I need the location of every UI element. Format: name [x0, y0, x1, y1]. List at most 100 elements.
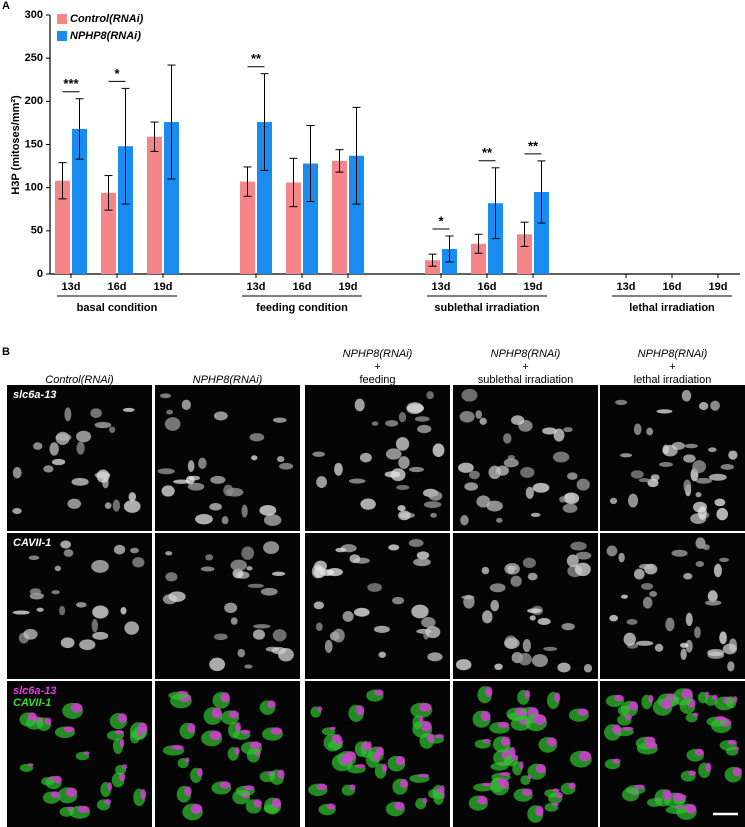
cell-signal	[276, 456, 285, 463]
cell-signal	[91, 618, 99, 633]
cell-signal	[714, 498, 726, 507]
cell-signal	[76, 430, 92, 443]
cell-signal	[326, 568, 343, 577]
cell-signal	[527, 608, 542, 614]
cell-signal	[334, 462, 343, 476]
column-header: feeding	[359, 374, 395, 386]
error-bar	[75, 98, 84, 160]
cell-signal	[223, 484, 234, 497]
cell-signal	[241, 546, 255, 560]
cell-signal	[527, 774, 532, 780]
cell-signal	[638, 563, 654, 570]
y-axis-label: H3P (mitoses/mm²)	[10, 95, 22, 195]
panel-label: A	[2, 0, 10, 12]
cell-signal	[427, 733, 435, 743]
cell-signal	[430, 512, 437, 518]
y-tick-label: 100	[25, 182, 43, 194]
cell-signal	[60, 637, 75, 649]
cell-signal	[618, 552, 625, 563]
cell-signal	[461, 388, 478, 402]
legend-swatch	[57, 14, 67, 24]
legend-label: NPHP8(RNAi)	[70, 30, 141, 42]
cell-signal	[55, 431, 70, 445]
column-header: lethal irradiation	[634, 374, 712, 386]
cell-signal	[75, 602, 87, 608]
cell-signal	[519, 761, 524, 770]
cell-signal	[486, 500, 503, 512]
cell-signal	[92, 605, 109, 619]
row-label: slc6a-13	[13, 389, 56, 401]
cell-signal	[427, 652, 443, 662]
cell-signal	[91, 559, 109, 573]
cell-signal	[210, 475, 226, 484]
cell-signal	[349, 554, 361, 564]
bar	[517, 234, 532, 274]
cell-signal	[439, 785, 445, 794]
error-bar	[445, 235, 454, 263]
cell-signal	[532, 482, 550, 493]
cell-signal	[543, 646, 558, 652]
cell-signal	[251, 455, 258, 461]
cell-signal	[272, 629, 287, 642]
cell-signal	[525, 486, 534, 499]
micrograph	[600, 385, 745, 531]
error-bar	[121, 87, 130, 205]
cell-signal	[575, 551, 592, 560]
cell-signal	[63, 726, 75, 733]
cell-signal	[408, 466, 424, 473]
cell-signal	[714, 716, 727, 721]
cell-signal	[184, 757, 190, 763]
cell-signal	[349, 784, 356, 791]
cell-signal	[684, 443, 698, 449]
cell-signal	[232, 568, 244, 579]
group-label: lethal irradiation	[629, 302, 715, 314]
cell-signal	[685, 612, 693, 627]
cell-signal	[317, 706, 323, 712]
cell-signal	[497, 721, 510, 728]
cell-signal	[612, 724, 622, 735]
cell-signal	[688, 770, 696, 776]
cell-signal	[92, 631, 109, 640]
group-label: sublethal irradiation	[434, 302, 539, 314]
cell-signal	[190, 803, 203, 815]
y-tick-label: 0	[37, 268, 43, 280]
cell-signal	[259, 504, 277, 516]
cell-signal	[649, 590, 658, 597]
cell-signal	[520, 466, 535, 478]
cell-signal	[279, 462, 294, 470]
cell-signal	[356, 705, 365, 716]
cell-signal	[94, 421, 112, 429]
cell-signal	[552, 802, 559, 807]
cell-signal	[642, 596, 653, 609]
cell-signal	[50, 791, 61, 798]
cell-signal	[578, 750, 592, 762]
cell-signal	[36, 607, 44, 612]
cell-signal	[435, 734, 445, 739]
cell-signal	[728, 450, 738, 460]
cell-signal	[130, 547, 139, 554]
cell-signal	[209, 503, 222, 511]
cell-signal	[211, 707, 222, 719]
cell-signal	[71, 477, 89, 486]
cell-signal	[253, 624, 271, 629]
cell-signal	[459, 410, 475, 423]
cell-signal	[181, 399, 191, 411]
cell-signal	[628, 493, 639, 508]
cell-signal	[136, 730, 141, 738]
cell-signal	[683, 454, 696, 463]
bar	[349, 155, 364, 274]
cell-signal	[633, 784, 645, 789]
cell-signal	[161, 485, 175, 497]
cell-signal	[209, 657, 226, 672]
cell-signal	[329, 726, 336, 730]
column-header: Control(RNAi)	[45, 374, 114, 386]
cell-signal	[482, 610, 493, 624]
cell-signal	[732, 767, 742, 777]
cell-signal	[165, 551, 173, 556]
cell-signal	[359, 452, 372, 463]
cell-signal	[708, 447, 717, 453]
cell-signal	[535, 805, 544, 817]
cell-signal	[77, 805, 90, 813]
cell-signal	[235, 722, 241, 733]
cell-signal	[516, 711, 527, 716]
